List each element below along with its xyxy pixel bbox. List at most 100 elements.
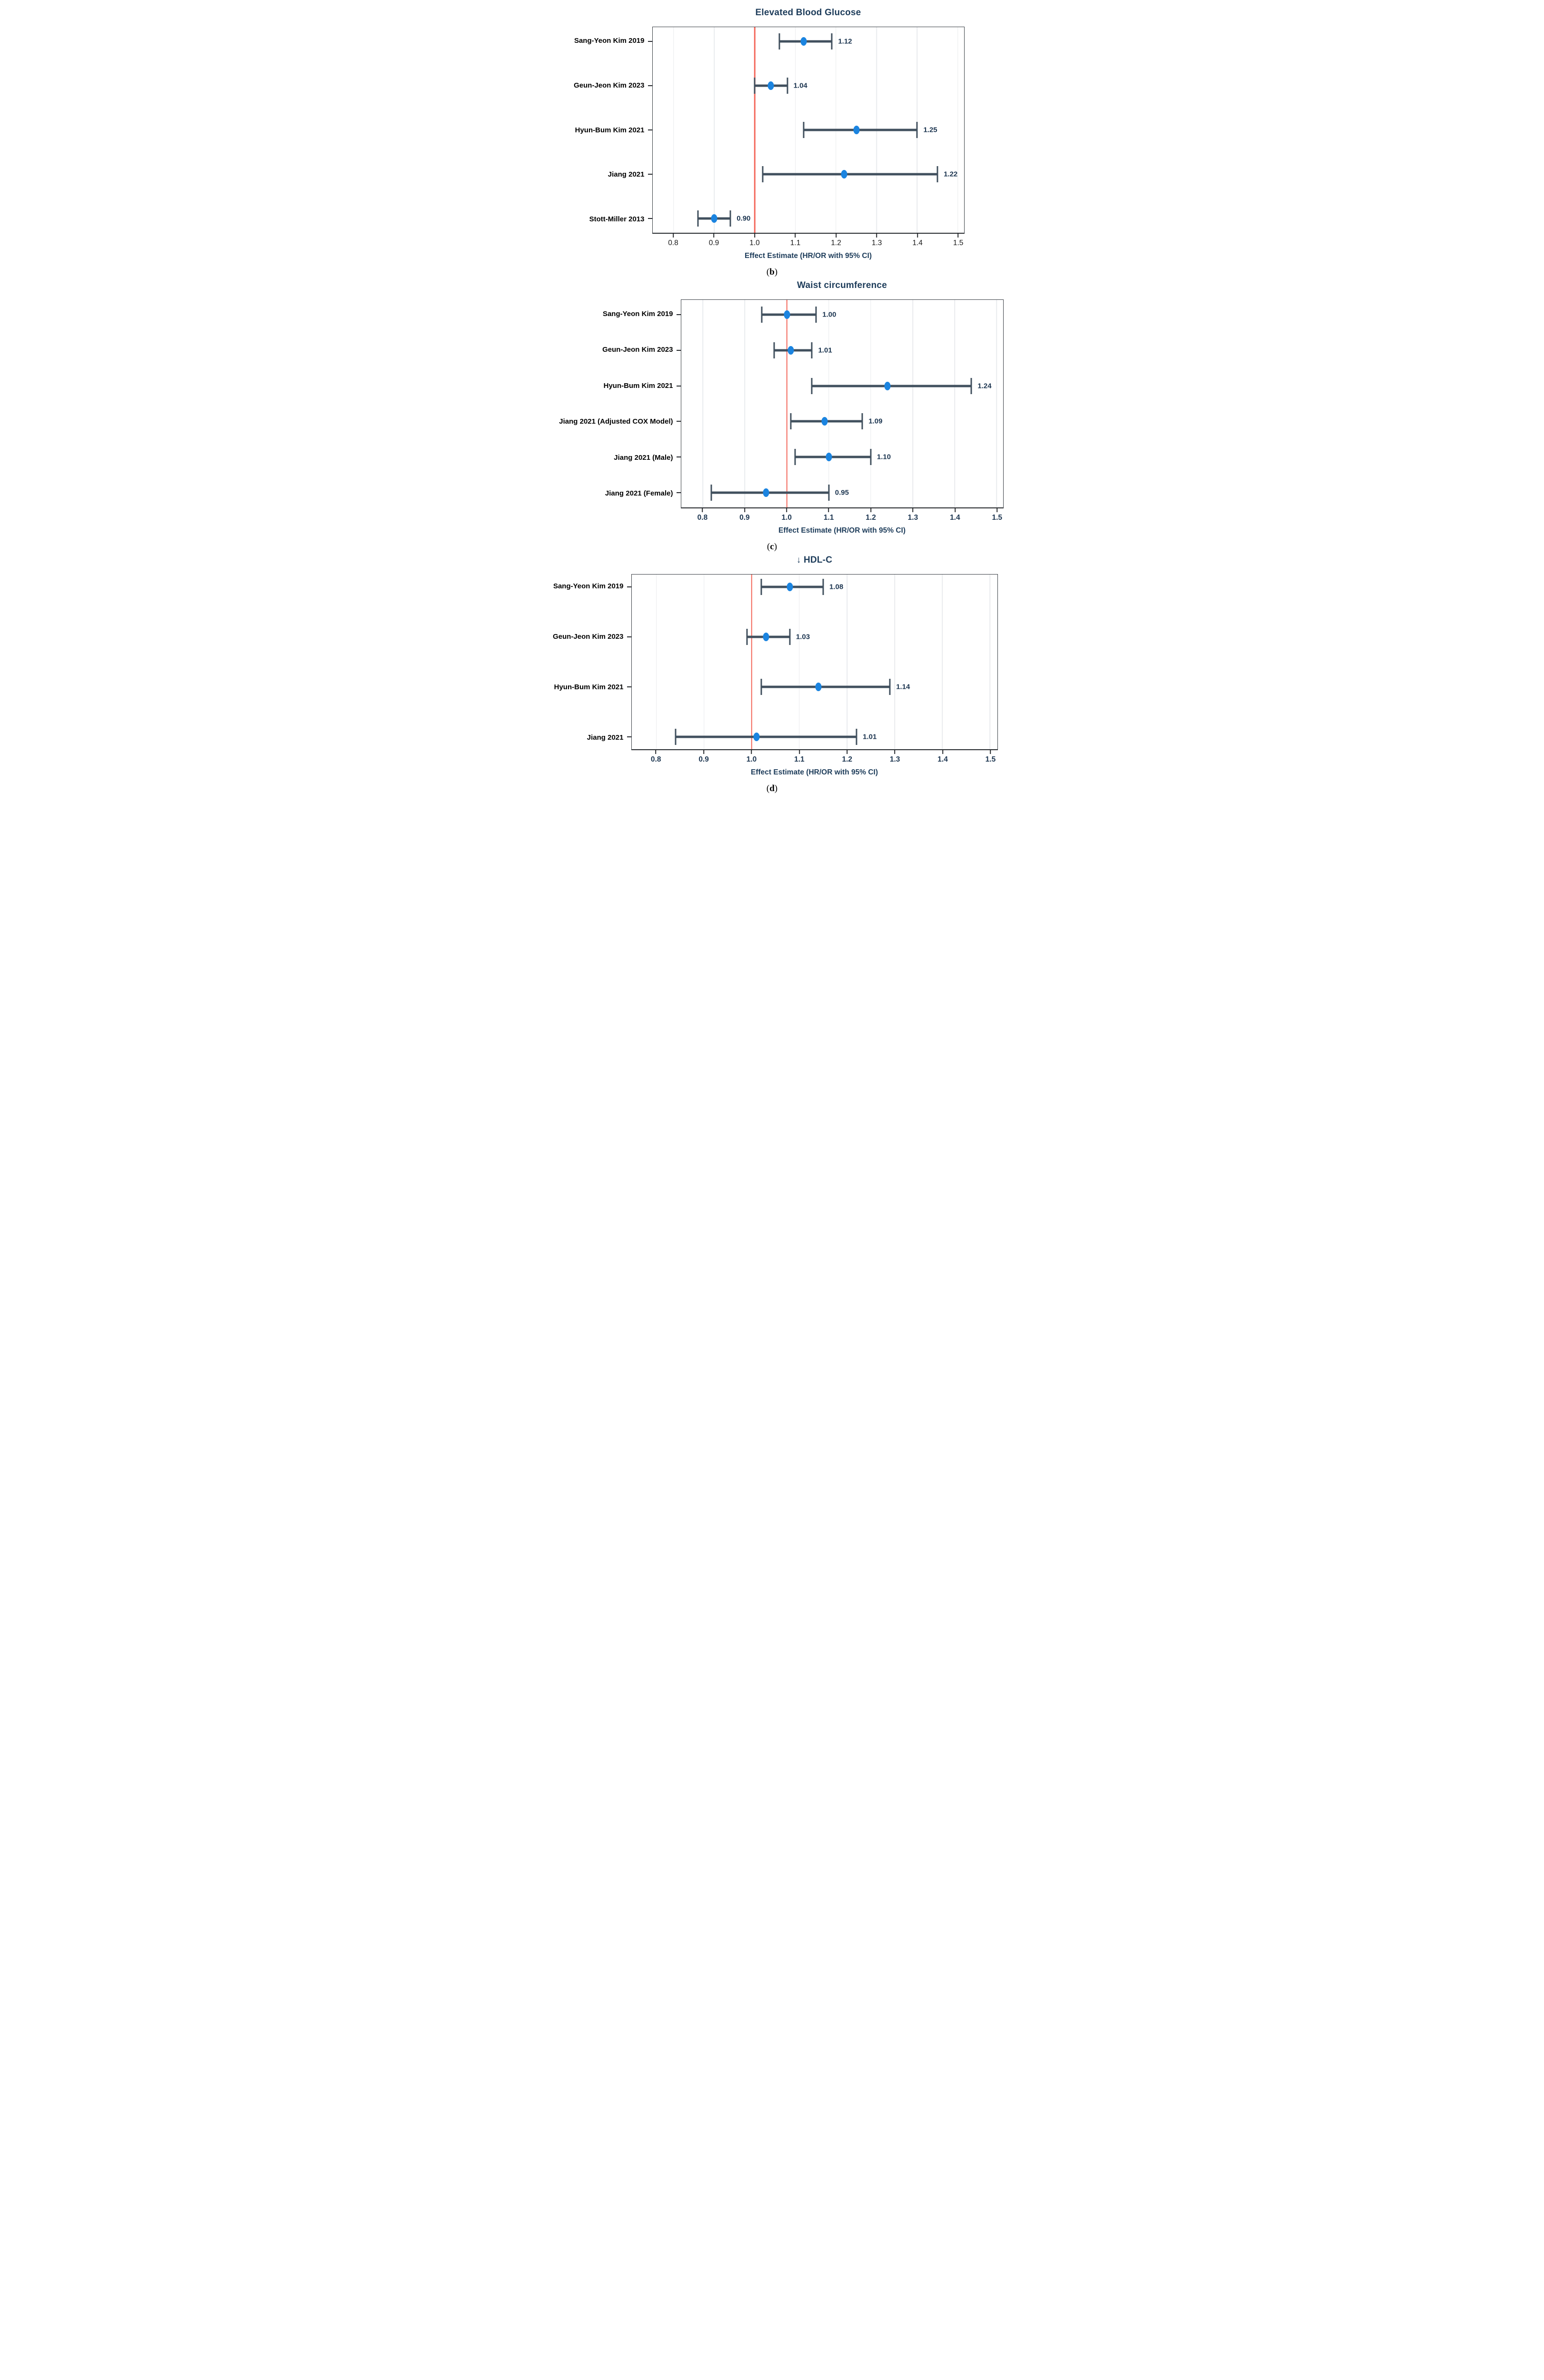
ci-lower-cap [778, 33, 780, 50]
x-tick-label: 0.8 [650, 755, 661, 764]
plot-canvas: 1.00 1.01 1.24 1.09 1.10 0.95 Sang-Yeon Kim 2… [534, 299, 1010, 508]
x-tick: 1.3 [890, 750, 900, 764]
point-estimate-marker [711, 214, 717, 223]
confidence-interval-bar [795, 456, 871, 458]
study-label: Hyun-Bum Kim 2021 [554, 683, 624, 691]
estimate-value-label: 1.00 [822, 310, 837, 319]
forest-plot-elevated-blood-glucose: Elevated Blood Glucose 1.12 1.04 1.25 1.22 0… [534, 8, 1010, 278]
gridline [714, 27, 715, 233]
confidence-interval-bar [803, 129, 917, 131]
point-estimate-marker [800, 37, 807, 46]
x-tick: 1.1 [794, 750, 805, 764]
estimate-value-label: 1.14 [896, 683, 910, 691]
estimate-value-label: 1.01 [863, 733, 877, 741]
x-tick: 1.3 [872, 234, 882, 248]
estimate-value-label: 1.04 [793, 81, 807, 90]
x-tick: 1.5 [953, 234, 963, 248]
x-axis-ticks: 0.8 0.9 1.0 1.1 1.2 1.3 1.4 1.5 [681, 508, 1004, 526]
x-tick-label: 1.0 [781, 514, 792, 522]
x-tick-label: 1.3 [907, 514, 918, 522]
gridline [744, 300, 746, 507]
x-tick: 1.4 [937, 750, 948, 764]
ci-lower-cap [790, 413, 792, 430]
study-label: Geun-Jeon Kim 2023 [602, 345, 673, 354]
x-tick-mark [672, 234, 674, 238]
ci-upper-cap [815, 306, 817, 323]
x-tick: 0.9 [698, 750, 709, 764]
x-tick-mark [917, 234, 918, 238]
figure-caption: (c) [767, 542, 777, 552]
ci-lower-cap [697, 210, 699, 227]
y-tick-mark [676, 456, 681, 458]
y-tick-mark [627, 636, 631, 637]
x-tick-label: 1.1 [823, 514, 834, 522]
ci-upper-cap [811, 342, 813, 358]
x-tick-label: 1.4 [912, 239, 923, 247]
x-tick: 1.4 [912, 234, 923, 248]
point-estimate-marker [815, 683, 822, 692]
x-tick-mark [996, 508, 998, 512]
x-tick-label: 1.3 [889, 755, 900, 764]
x-tick-mark [957, 234, 959, 238]
x-tick-label: 1.5 [985, 755, 996, 764]
gridline [942, 575, 943, 749]
gridline [989, 575, 991, 749]
x-tick-label: 1.1 [790, 239, 801, 247]
x-tick: 0.9 [739, 508, 750, 522]
x-tick: 0.9 [709, 234, 719, 248]
confidence-interval-bar [675, 735, 857, 738]
x-tick-mark [990, 750, 991, 754]
gridline [870, 300, 871, 507]
x-tick-mark [702, 508, 703, 512]
caption-letter: c [770, 542, 774, 552]
y-tick-mark [627, 736, 631, 738]
x-tick-label: 1.2 [831, 239, 841, 247]
x-tick-mark [655, 750, 657, 754]
ci-lower-cap [760, 578, 762, 595]
ci-upper-cap [861, 413, 863, 430]
study-label: Jiang 2021 (Adjusted COX Model) [559, 417, 673, 426]
gridline [656, 575, 657, 749]
x-tick: 1.1 [824, 508, 834, 522]
ci-lower-cap [754, 78, 756, 94]
plot-title: Elevated Blood Glucose [755, 8, 861, 18]
study-label: Sang-Yeon Kim 2019 [574, 37, 645, 45]
study-label: Jiang 2021 (Male) [614, 453, 673, 462]
study-label: Jiang 2021 [587, 733, 624, 742]
ci-upper-cap [828, 485, 830, 501]
x-tick: 1.4 [950, 508, 960, 522]
x-tick-label: 1.3 [871, 239, 882, 247]
plot-title: Waist circumference [797, 280, 887, 290]
x-axis-ticks: 0.8 0.9 1.0 1.1 1.2 1.3 1.4 1.5 [631, 750, 998, 767]
ci-lower-cap [762, 166, 764, 182]
x-tick-mark [713, 234, 715, 238]
ci-lower-cap [710, 485, 712, 501]
point-estimate-marker [767, 81, 774, 90]
ci-lower-cap [675, 729, 677, 745]
x-tick: 0.8 [697, 508, 707, 522]
ci-lower-cap [773, 342, 775, 358]
forest-plot-waist-circumference: Waist circumference 1.00 1.01 1.24 1.09 1.10… [534, 280, 1010, 552]
gridline [912, 300, 913, 507]
x-tick-label: 0.9 [739, 514, 750, 522]
ci-lower-cap [811, 377, 813, 394]
page: Elevated Blood Glucose 1.12 1.04 1.25 1.22 0… [534, 0, 1010, 813]
x-tick-mark [798, 750, 800, 754]
estimate-value-label: 1.12 [838, 37, 852, 46]
x-tick-mark [942, 750, 944, 754]
point-estimate-marker [884, 381, 891, 390]
point-estimate-marker [763, 632, 769, 641]
ci-upper-cap [787, 78, 788, 94]
ci-upper-cap [831, 33, 833, 50]
ci-upper-cap [970, 377, 972, 394]
x-tick-label: 1.4 [950, 514, 960, 522]
x-tick-mark [703, 750, 705, 754]
gridline [799, 575, 800, 749]
confidence-interval-bar [763, 173, 938, 176]
gridline [954, 300, 955, 507]
study-label: Hyun-Bum Kim 2021 [575, 126, 645, 134]
plot-area: 1.00 1.01 1.24 1.09 1.10 0.95 [676, 299, 1004, 508]
plot-area: 1.12 1.04 1.25 1.22 0.90 [647, 27, 965, 234]
caption-letter: b [769, 267, 775, 277]
figure-caption: (d) [766, 783, 778, 793]
